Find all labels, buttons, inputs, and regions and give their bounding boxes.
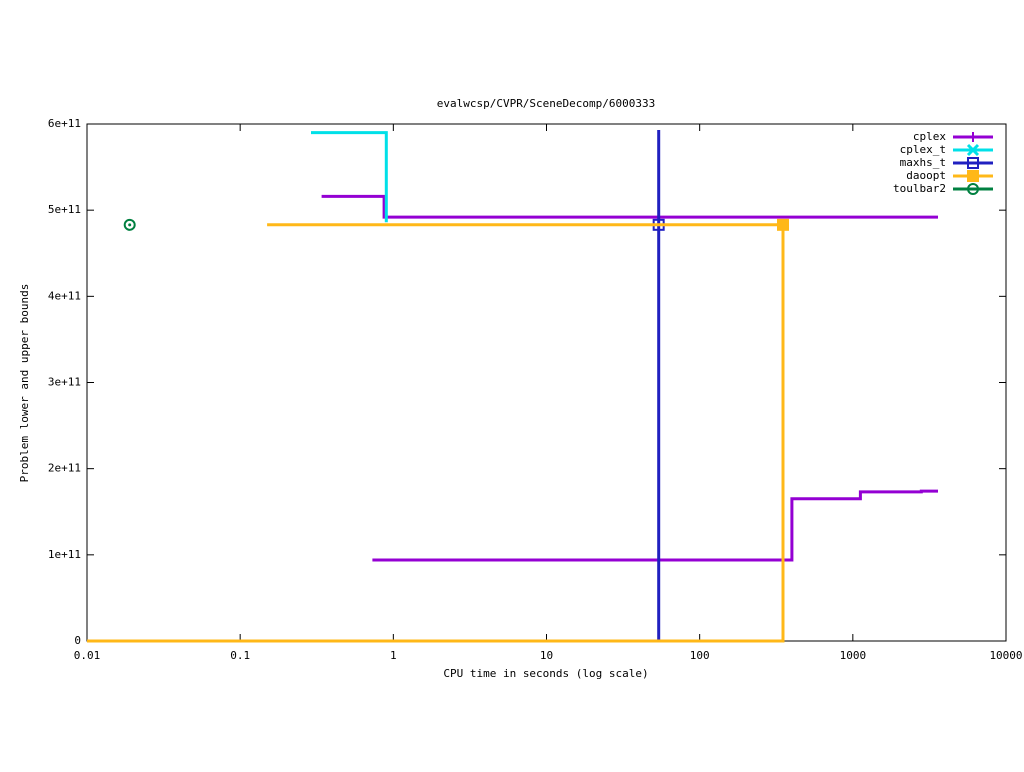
legend-label: maxhs_t [900,156,946,169]
marker-part [967,183,979,195]
y-tick-label: 1e+11 [48,548,81,561]
x-tick-label: 0.01 [74,649,101,662]
marker-part [966,143,980,157]
y-tick-label: 4e+11 [48,289,81,302]
marker [967,170,979,182]
marker-part [968,132,978,142]
plot-frame [86,123,1007,642]
y-tick-label: 2e+11 [48,462,81,475]
x-tick-label: 1000 [840,649,867,662]
chart-title: evalwcsp/CVPR/SceneDecomp/6000333 [437,97,656,110]
legend-label: toulbar2 [893,182,946,195]
marker-part [967,157,979,169]
legend-label: cplex [913,130,946,143]
marker-part [123,218,136,231]
x-tick-label: 0.1 [230,649,250,662]
series-line [87,223,785,643]
marker-part [967,170,979,182]
x-tick-label: 10000 [989,649,1022,662]
x-tick-label: 100 [690,649,710,662]
marker [966,143,980,157]
marker [967,183,979,195]
y-tick-label: 0 [74,634,81,647]
marker-part [776,218,789,231]
series-line [321,194,938,562]
marker [968,132,978,142]
marker [776,218,789,231]
marker-part [128,223,132,227]
y-tick-label: 3e+11 [48,376,81,389]
y-tick-label: 5e+11 [48,203,81,216]
x-tick-label: 10 [540,649,553,662]
x-axis-label: CPU time in seconds (log scale) [443,667,648,680]
series-line [311,131,388,223]
marker-part [971,187,975,191]
marker [123,218,136,231]
x-tick-label: 1 [390,649,397,662]
y-axis-label: Problem lower and upper bounds [18,284,31,483]
legend-label: daoopt [906,169,946,182]
marker [967,157,979,169]
legend-label: cplex_t [900,143,946,156]
y-tick-label: 6e+11 [48,117,81,130]
